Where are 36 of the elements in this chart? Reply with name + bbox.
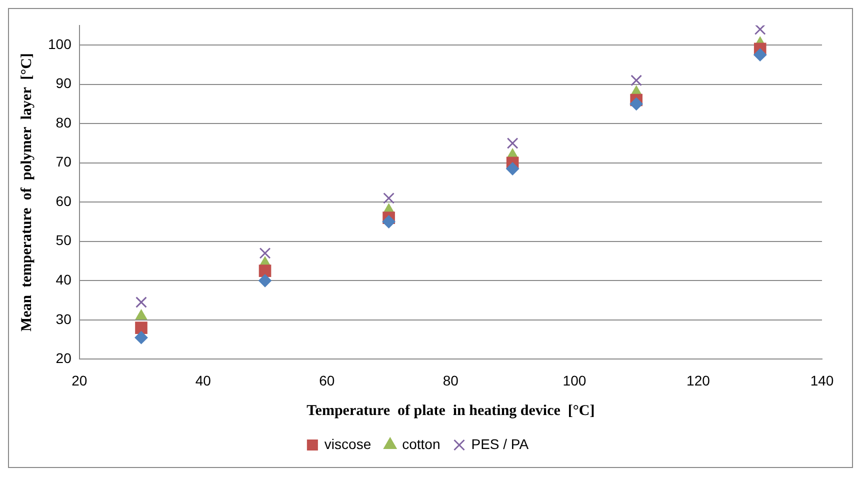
x-tick-label: 100 [562,372,586,388]
y-tick-label: 40 [56,272,72,288]
y-tick-label: 90 [56,75,72,92]
y-tick-label: 100 [48,36,72,52]
y-tick-label: 80 [56,114,72,130]
point [383,192,394,204]
y-tick-label: 70 [56,154,72,170]
x-tick-label: 20 [72,372,88,388]
point [506,162,520,176]
point [136,310,147,320]
point [258,264,272,277]
x-tick-label: 60 [319,372,335,388]
point [506,138,518,149]
point [134,331,148,344]
point [382,215,396,228]
x-tick-label: 140 [810,372,834,388]
legend-label: cotton [402,436,440,452]
point [754,48,767,62]
x-tick-label: 40 [195,372,212,388]
y-tick-label: 50 [56,232,72,248]
legend-label: viscose [324,436,372,452]
y-axis-title: Mean temperature of polymer layer [°C] [18,53,35,332]
point [135,322,148,334]
point [630,74,642,86]
point [754,25,766,36]
y-tick-label: 30 [56,310,72,327]
point [258,274,272,288]
y-tick-label: 20 [56,350,72,366]
point [630,97,643,110]
x-axis-title: Temperature of plate in heating device [°C] [306,402,595,419]
legend-label: PES / PA [471,436,530,452]
x-tick-label: 80 [442,372,459,388]
point [136,296,147,308]
x-tick-label: 120 [686,372,710,388]
y-tick-label: 60 [56,192,72,209]
point [259,247,271,259]
